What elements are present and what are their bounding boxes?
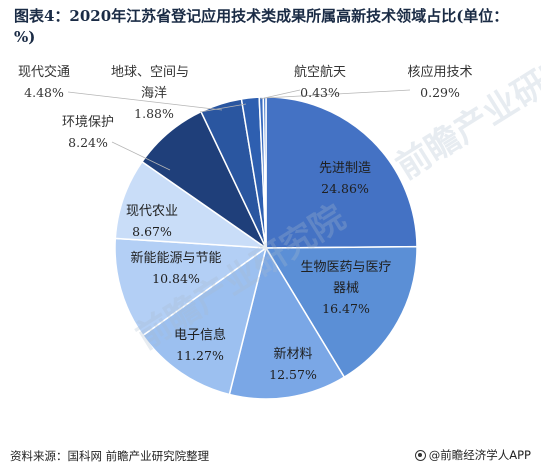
pie-slice (228, 246, 346, 400)
pie-slice (264, 245, 418, 379)
slice-label: 海洋 (141, 86, 167, 101)
slice-label: 新材料 (273, 346, 312, 362)
pie-slice (141, 246, 268, 396)
slice-label: 先进制造 (319, 161, 371, 176)
slice-value-label: 12.57% (269, 367, 317, 382)
slice-value-label: 1.88% (134, 106, 174, 121)
slice-label: 环境保护 (62, 115, 114, 130)
brand-logo-icon (414, 449, 426, 461)
slice-label: 电子信息 (174, 327, 226, 343)
slice-value-label: 0.43% (300, 85, 340, 100)
slice-label: 现代农业 (126, 204, 178, 219)
slice-value-label: 16.47% (322, 301, 370, 316)
slice-label: 航空航天 (294, 64, 346, 80)
slice-label: 现代交通 (18, 64, 70, 80)
leader-line (67, 91, 223, 111)
slice-label: 地球、空间与 (111, 65, 189, 80)
slice-label: 核应用技术 (407, 64, 472, 80)
chart-title: 图表4：2020年江苏省登记应用技术类成果所属高新技术领域占比(单位：%) (14, 7, 509, 46)
leader-line (111, 141, 171, 171)
slice-value-label: 0.29% (420, 85, 460, 100)
leader-line (199, 103, 247, 113)
slice-value-label: 8.67% (132, 224, 172, 239)
slice-value-label: 11.27% (176, 348, 224, 363)
slice-value-label: 4.48% (24, 85, 64, 100)
pie-slice (265, 96, 418, 249)
slice-label: 器械 (333, 281, 359, 296)
pie-slice (114, 237, 269, 337)
pie-slice (114, 160, 269, 249)
leader-line (263, 89, 411, 99)
slice-value-label: 8.24% (68, 135, 108, 150)
slice-value-label: 10.84% (152, 271, 200, 286)
slice-value-label: 24.86% (321, 181, 369, 196)
source-note: 资料来源：国科网 前瞻产业研究院整理 (10, 449, 210, 463)
slice-label: 生物医药与医疗 (300, 260, 391, 275)
brand-text: @前瞻经济学人APP (428, 448, 531, 462)
brand-credit: @前瞻经济学人APP (414, 447, 531, 463)
pie-slice (262, 96, 267, 249)
slice-label: 新能能源与节能 (130, 250, 221, 266)
